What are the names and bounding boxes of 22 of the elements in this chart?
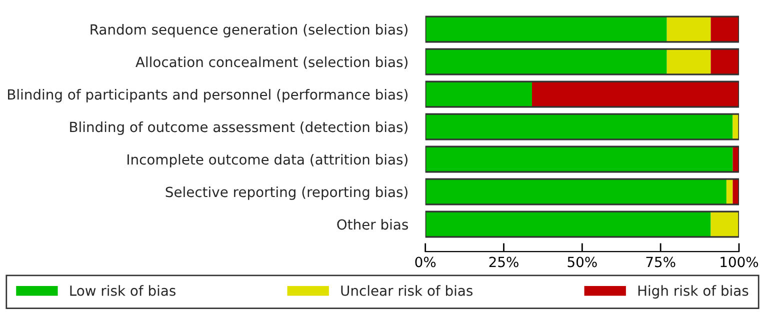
y-tick-label: Other bias (337, 218, 408, 230)
legend-label: Unclear risk of bias (341, 285, 472, 296)
x-tick-label: 50% (568, 256, 597, 268)
y-tick-label: Random sequence generation (selection bias) (90, 24, 408, 38)
x-tick-label: 100% (720, 256, 758, 268)
y-tick-label: Blinding of participants and personnel (performance bias) (8, 88, 408, 102)
legend-label: High risk of bias (638, 285, 748, 299)
bar (425, 49, 667, 74)
y-tick-label: Selective reporting (reporting bias) (166, 186, 408, 200)
legend-label: Low risk of bias (70, 285, 176, 296)
bar (666, 49, 711, 74)
bar (425, 212, 711, 237)
x-tick-label: 75% (646, 256, 676, 268)
bar (532, 82, 739, 107)
y-tick-label: Allocation concealment (selection bias) (136, 56, 408, 69)
y-tick-label: Incomplete outcome data (attrition bias) (128, 154, 408, 168)
x-tick-label: 25% (489, 256, 518, 268)
x-tick-label: 0% (415, 256, 436, 268)
bar (425, 82, 532, 107)
bar (425, 16, 667, 42)
bar (666, 16, 711, 42)
y-tick-label: Blinding of outcome assessment (detection bias) (70, 121, 408, 135)
